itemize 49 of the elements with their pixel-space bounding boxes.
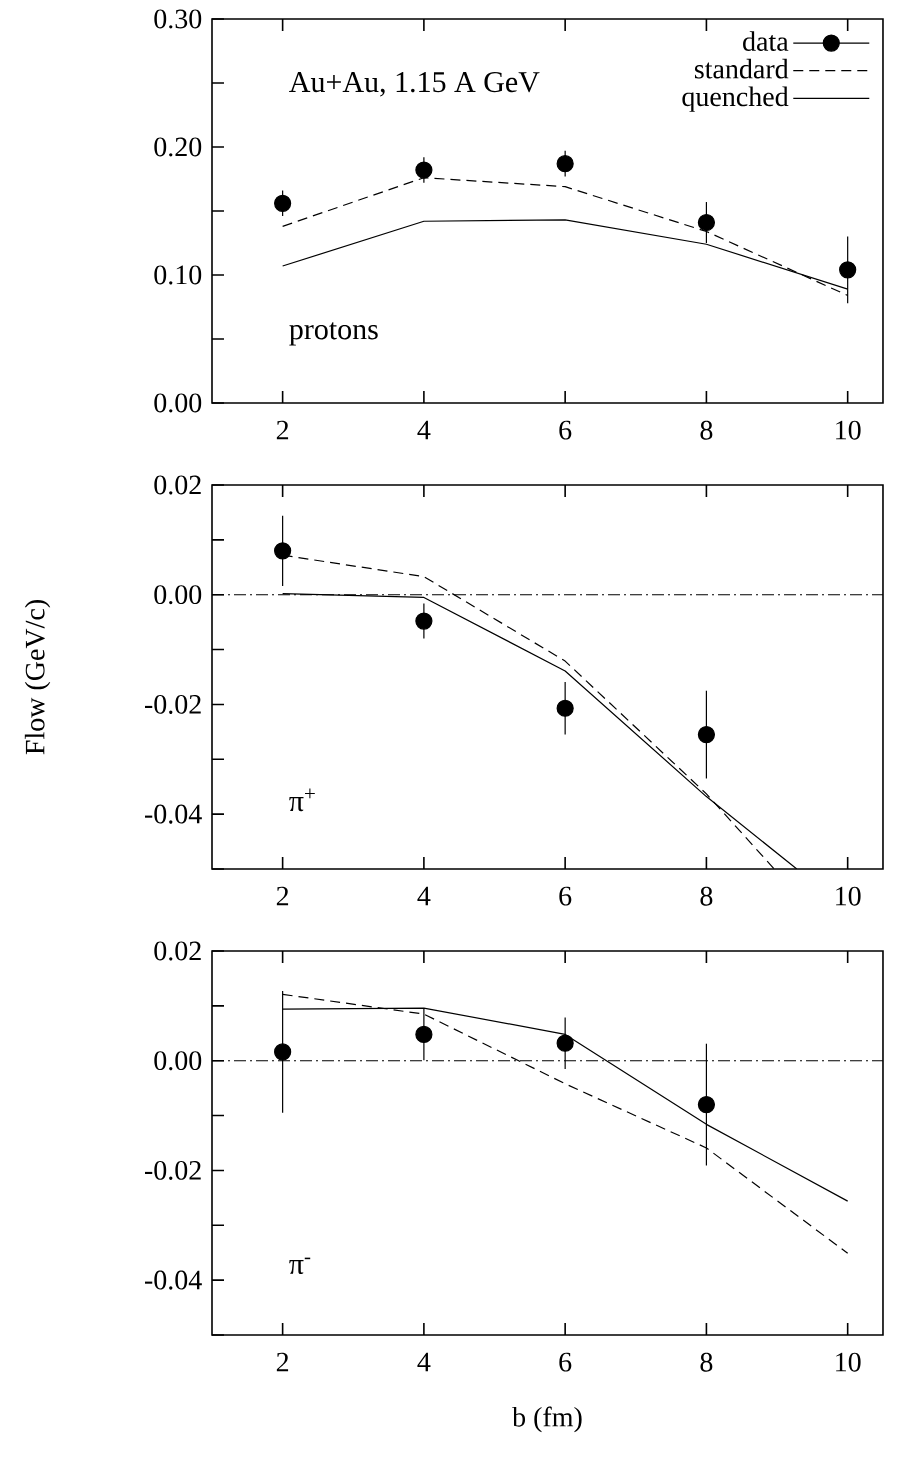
legend-label: quenched xyxy=(682,86,789,112)
y-tick-label: 0.10 xyxy=(154,265,202,285)
x-axis-title: b (fm) xyxy=(512,1406,582,1433)
point xyxy=(415,612,433,630)
x-tick-label: 10 xyxy=(836,1352,861,1372)
y-tick-label: -0.04 xyxy=(144,1270,202,1290)
point xyxy=(556,1034,574,1052)
point xyxy=(697,726,716,744)
point xyxy=(415,161,433,179)
point xyxy=(274,194,292,212)
x-tick-label: 4 xyxy=(417,886,431,906)
y-tick-label: -0.02 xyxy=(144,694,201,714)
legend-label: data xyxy=(743,31,789,51)
point xyxy=(697,213,716,232)
point xyxy=(274,1043,292,1061)
x-tick-label: 6 xyxy=(559,886,572,906)
y-tick-label: -0.04 xyxy=(144,804,202,824)
x-tick-label: 8 xyxy=(700,1352,713,1372)
x-tick-label: 2 xyxy=(276,1352,289,1372)
point xyxy=(274,542,292,560)
point xyxy=(839,261,857,279)
x-tick-label: 10 xyxy=(836,420,861,440)
x-tick-label: 6 xyxy=(559,1352,572,1372)
point xyxy=(556,699,574,717)
x-tick-label: 8 xyxy=(700,886,713,906)
annotation: π$^{+}$ xyxy=(289,788,315,812)
y-tick-label: 0.00 xyxy=(154,585,202,605)
point xyxy=(556,155,574,173)
y-tick-label: 0.30 xyxy=(154,9,202,29)
legend-label: standard xyxy=(694,58,789,79)
y-tick-label: 0.00 xyxy=(154,1051,202,1071)
x-tick-label: 2 xyxy=(276,886,289,906)
y-tick-label: 0.02 xyxy=(154,941,201,961)
x-tick-label: 2 xyxy=(276,420,289,440)
point xyxy=(697,1096,716,1114)
x-tick-label: 8 xyxy=(700,420,713,440)
x-tick-label: 6 xyxy=(559,420,572,440)
annotation: Au+Au, 1.15 A GeV xyxy=(289,72,540,97)
y-tick-label: 0.02 xyxy=(154,475,201,495)
point xyxy=(415,1025,433,1043)
x-tick-label: 4 xyxy=(417,1352,431,1372)
y-axis-title: Flow (GeV/c) xyxy=(24,600,51,755)
y-tick-label: 0.00 xyxy=(154,393,202,413)
y-tick-label: -0.02 xyxy=(144,1160,201,1180)
x-tick-label: 4 xyxy=(417,420,431,440)
annotation: π$^{-}$ xyxy=(289,1257,311,1275)
y-tick-label: 0.20 xyxy=(154,137,202,157)
annotation: protons xyxy=(289,322,378,346)
x-tick-label: 10 xyxy=(836,886,861,906)
